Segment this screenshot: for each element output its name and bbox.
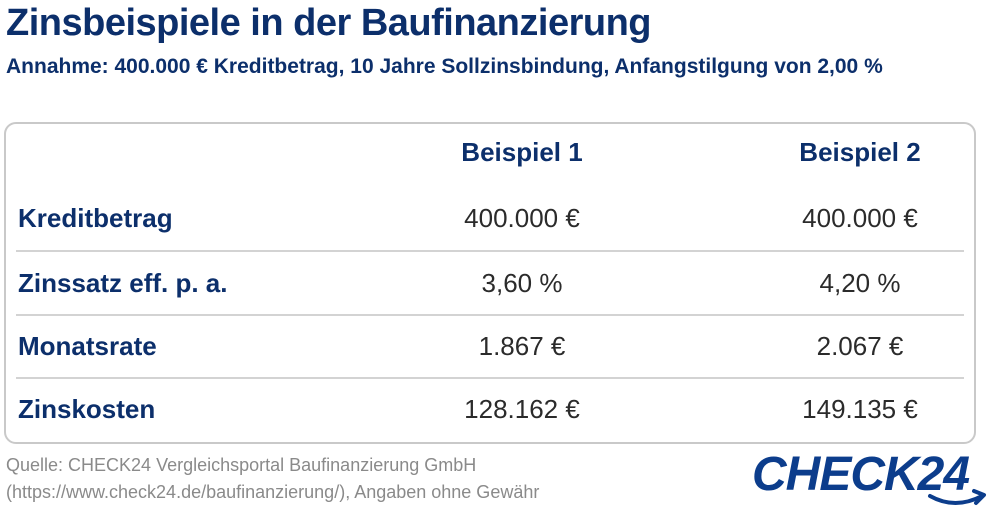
cell-kreditbetrag-beispiel-1: 400.000 € bbox=[464, 203, 580, 233]
logo-arrow-icon bbox=[972, 489, 986, 505]
column-header-beispiel-1: Beispiel 1 bbox=[461, 137, 583, 167]
cell-zinskosten-beispiel-2: 149.135 € bbox=[802, 394, 918, 424]
cell-zinssatz-beispiel-1: 3,60 % bbox=[481, 268, 563, 298]
source-note: Quelle: CHECK24 Vergleichsportal Baufina… bbox=[6, 452, 539, 506]
page-subtitle: Annahme: 400.000 € Kreditbetrag, 10 Jahr… bbox=[6, 55, 883, 78]
cell-zinssatz-beispiel-2: 4,20 % bbox=[819, 268, 901, 298]
logo-swoosh-icon bbox=[928, 494, 984, 505]
cell-monatsrate-beispiel-2: 2.067 € bbox=[816, 331, 904, 361]
row-label-monatsrate: Monatsrate bbox=[18, 331, 157, 361]
check24-logo-text: CHECK24 bbox=[752, 448, 969, 501]
cell-zinskosten-beispiel-1: 128.162 € bbox=[464, 394, 580, 424]
source-line-1: Quelle: CHECK24 Vergleichsportal Baufina… bbox=[6, 455, 477, 475]
table-card bbox=[4, 122, 976, 444]
page-title: Zinsbeispiele in der Baufinanzierung bbox=[6, 2, 652, 44]
row-label-zinssatz: Zinssatz eff. p. a. bbox=[18, 268, 228, 298]
check24-logo: CHECK24 bbox=[750, 446, 996, 512]
cell-monatsrate-beispiel-1: 1.867 € bbox=[478, 331, 566, 361]
row-divider bbox=[16, 250, 964, 252]
column-header-beispiel-2: Beispiel 2 bbox=[799, 137, 921, 167]
cell-kreditbetrag-beispiel-2: 400.000 € bbox=[802, 203, 918, 233]
row-label-zinskosten: Zinskosten bbox=[18, 394, 156, 424]
check24-logo-graphic: CHECK24 bbox=[752, 448, 986, 505]
row-label-kreditbetrag: Kreditbetrag bbox=[18, 203, 173, 233]
source-line-2: (https://www.check24.de/baufinanzierung/… bbox=[6, 482, 540, 502]
row-divider bbox=[16, 377, 964, 379]
row-divider bbox=[16, 314, 964, 316]
